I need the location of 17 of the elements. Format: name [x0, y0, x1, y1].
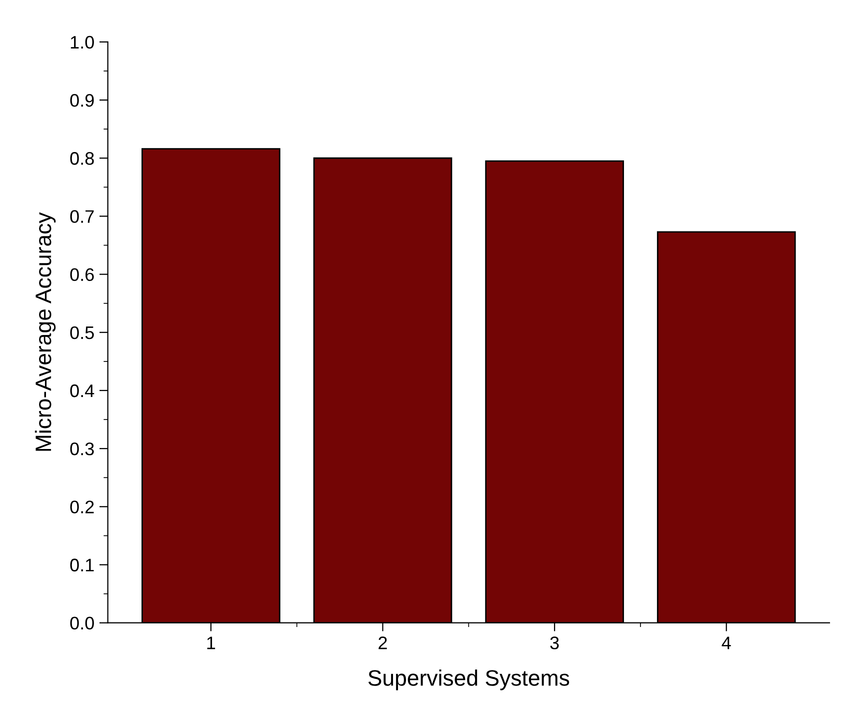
y-tick-label: 0.1: [70, 558, 94, 572]
y-tick-label: 0.6: [70, 268, 94, 282]
y-axis-title: Micro-Average Accuracy: [34, 212, 56, 451]
x-tick-label: 3: [550, 636, 559, 650]
x-tick-label: 1: [207, 636, 216, 650]
x-axis-title: Supervised Systems: [368, 670, 570, 690]
y-tick-label: 0.7: [70, 210, 94, 223]
y-tick-label: 0.3: [70, 442, 94, 456]
x-tick-label: 2: [378, 636, 387, 650]
y-tick-label: 0.4: [70, 384, 94, 398]
y-tick-label: 0.9: [70, 94, 94, 107]
y-tick-label: 0.0: [70, 616, 94, 630]
y-tick-label: 1.0: [70, 36, 94, 49]
y-tick-label: 0.5: [70, 326, 94, 340]
x-tick-label: 4: [722, 636, 731, 650]
y-tick-label: 0.8: [70, 152, 94, 165]
y-tick-label: 0.2: [70, 500, 94, 514]
